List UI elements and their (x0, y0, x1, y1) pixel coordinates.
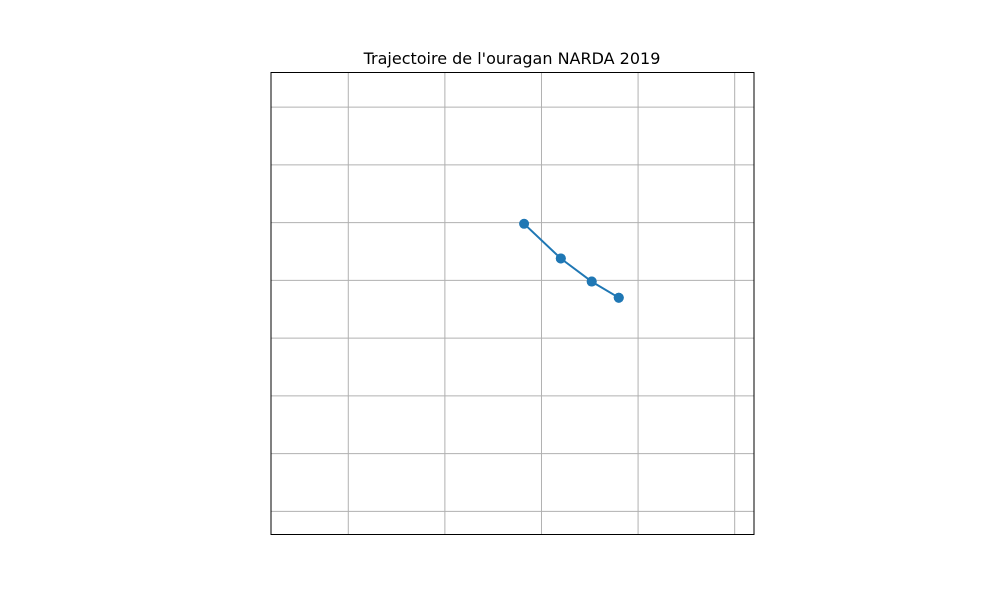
series-layer (519, 218, 624, 303)
plot-frame (270, 72, 755, 535)
track-line-0 (523, 222, 620, 299)
track-point-6 (613, 292, 624, 303)
grid (271, 72, 754, 535)
track-point-4 (555, 253, 566, 264)
chart-title: Trajectoire de l'ouragan NARDA 2019 (363, 49, 661, 68)
track-point-3 (519, 218, 530, 229)
track-point-5 (586, 276, 597, 287)
